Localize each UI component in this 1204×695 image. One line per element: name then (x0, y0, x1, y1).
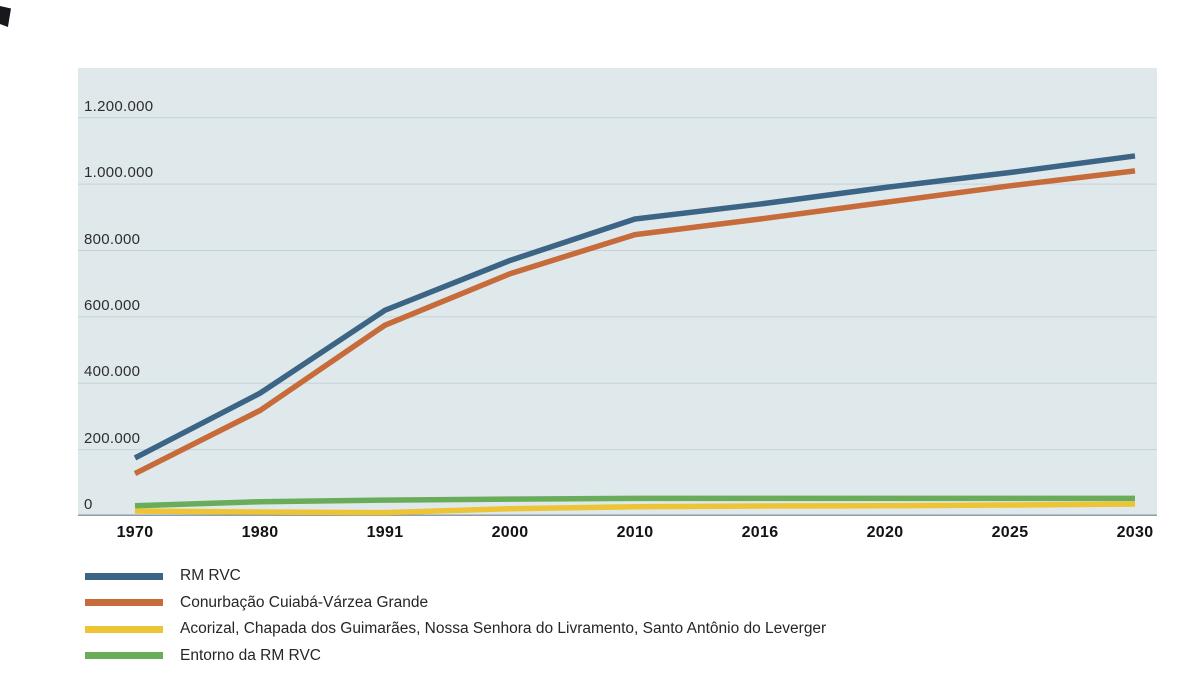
legend-swatch (85, 652, 163, 660)
y-tick-label: 1.000.000 (84, 164, 154, 182)
legend-label: Acorizal, Chapada dos Guimarães, Nossa S… (180, 620, 827, 638)
y-tick-label: 600.000 (84, 296, 141, 314)
legend-swatch (85, 599, 163, 607)
legend-item: Conurbação Cuiabá-Várzea Grande (85, 590, 826, 617)
y-tick-label: 0 (84, 496, 93, 513)
cropped-corner-artifact (0, 6, 11, 27)
x-tick-label: 2000 (491, 524, 529, 541)
y-tick-label: 800.000 (84, 230, 141, 248)
x-tick-label: 1991 (366, 524, 404, 541)
y-tick-label: 400.000 (84, 363, 141, 381)
legend-swatch (85, 572, 163, 580)
line-chart-svg (78, 68, 1157, 516)
x-tick-label: 2016 (741, 524, 779, 541)
series-line-2 (134, 501, 1136, 516)
y-tick-label: 1.200.000 (84, 97, 154, 115)
x-tick-label: 1970 (116, 524, 154, 541)
legend-label: Conurbação Cuiabá-Várzea Grande (180, 593, 429, 611)
legend-item: Acorizal, Chapada dos Guimarães, Nossa S… (85, 616, 826, 643)
series-line-3 (134, 495, 1135, 509)
legend: RM RVC Conurbação Cuiabá-Várzea Grande Aco… (85, 563, 826, 669)
x-tick-label: 2010 (616, 524, 654, 541)
series-line-1 (133, 168, 1136, 476)
legend-label: RM RVC (180, 567, 241, 585)
y-tick-label: 200.000 (84, 429, 141, 447)
legend-label: Entorno da RM RVC (180, 646, 321, 664)
plot-area: 0 200.000 400.000 600.000 800.000 1.000.000 1.… (78, 68, 1157, 516)
plot-background (78, 68, 1157, 516)
x-tick-label: 2020 (866, 524, 904, 541)
x-tick-label: 2025 (991, 524, 1029, 541)
legend-swatch (85, 625, 163, 633)
legend-item: RM RVC (85, 563, 826, 590)
series-line-0 (133, 153, 1136, 461)
legend-item: Entorno da RM RVC (85, 643, 826, 670)
x-tick-label: 2030 (1116, 524, 1154, 541)
x-tick-label: 1980 (241, 524, 279, 541)
